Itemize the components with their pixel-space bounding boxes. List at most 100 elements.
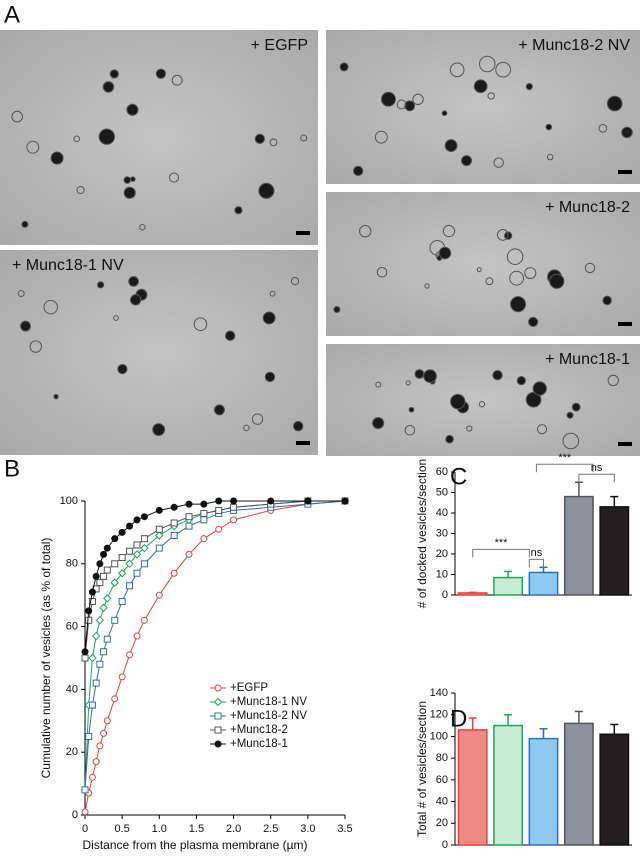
vesicle [493,157,504,168]
point [155,525,163,533]
legend-label: +Munc18-2 [230,724,288,736]
legend-label: +Munc18-1 [230,738,288,750]
point [96,579,104,587]
y-tick-label: 30 [436,527,448,539]
panel-label: D [450,705,467,732]
point [103,566,111,574]
point [185,550,193,558]
vesicle [492,370,503,381]
bar [528,737,559,846]
y-axis-label: Total # of vesicles/section [415,701,429,837]
y-tick-label: 20 [436,548,448,560]
y-tick-label: 0 [72,809,78,821]
point [133,569,141,577]
bar [493,724,524,846]
vesicle [290,277,300,286]
point [117,569,127,578]
vesicle [254,133,265,145]
point [133,516,141,524]
bar [563,495,594,596]
point [88,701,96,709]
legend-marker [214,684,222,692]
vesicle [525,391,542,408]
scale-bar [618,170,632,174]
vesicle [496,229,509,241]
x-tick-label: 3.5 [337,823,352,835]
x-tick-label: 2.0 [226,823,241,835]
significance-label: ns [531,547,543,559]
vesicle [213,404,225,416]
vesicle [598,123,608,133]
bar [599,506,630,596]
point [126,582,134,590]
point [341,497,349,505]
y-tick-label: 100 [430,730,448,742]
point [200,500,208,508]
point [96,660,104,668]
vesicle [414,369,425,379]
vesicle [262,311,276,325]
vesicle [442,224,456,238]
y-tick-label: 0 [442,589,448,601]
vesicle [123,176,132,184]
micrograph [326,344,640,456]
micrograph-label: + Munc18-2 [545,199,630,216]
point [85,733,93,740]
vesicle [405,380,411,386]
vesicle [376,266,388,278]
vesicle [444,139,458,152]
point [140,513,148,521]
vesicle [404,424,416,436]
point [99,603,108,612]
vesicle [404,100,416,112]
vesicle [234,206,243,215]
point [140,543,149,553]
micrograph-label: + EGFP [251,37,308,54]
x-tick-label: 1.5 [189,823,204,835]
point [200,516,208,524]
vesicle [485,277,494,286]
point [103,544,111,552]
point [111,695,119,703]
point [111,616,119,624]
vesicle [96,281,105,289]
point [103,717,111,725]
legend-marker [214,712,222,720]
point [88,588,96,596]
y-tick-label: 120 [430,709,448,721]
point [96,560,104,568]
vesicle [532,381,547,396]
point [100,729,108,737]
vesicle [73,135,81,143]
vesicle [17,289,25,298]
series-line [84,500,345,790]
point [185,522,193,530]
point [118,528,126,536]
vesicle [102,81,115,93]
series-line [84,500,346,812]
significance-bracket [578,473,615,483]
vesicle [123,186,136,199]
vesicle [506,248,524,265]
vesicle [408,406,415,413]
vesicle [193,317,208,332]
y-tick-label: 60 [436,466,448,478]
point [155,506,163,514]
vesicle [339,62,349,72]
vesicle [292,420,304,432]
significance-bracket [528,558,544,568]
vesicle [525,82,533,91]
scale-bar [618,442,632,446]
legend-marker [213,697,223,707]
point [140,535,148,543]
y-tick-label: 40 [436,507,448,519]
point [88,653,97,663]
point [155,544,163,552]
x-tick-label: 3.0 [300,823,315,835]
vesicle [224,330,236,341]
y-tick-label: 80 [436,752,448,764]
vesicle [269,138,278,147]
micrograph-label: + Munc18-1 NV [12,257,124,274]
x-tick-label: 1.0 [152,823,167,835]
